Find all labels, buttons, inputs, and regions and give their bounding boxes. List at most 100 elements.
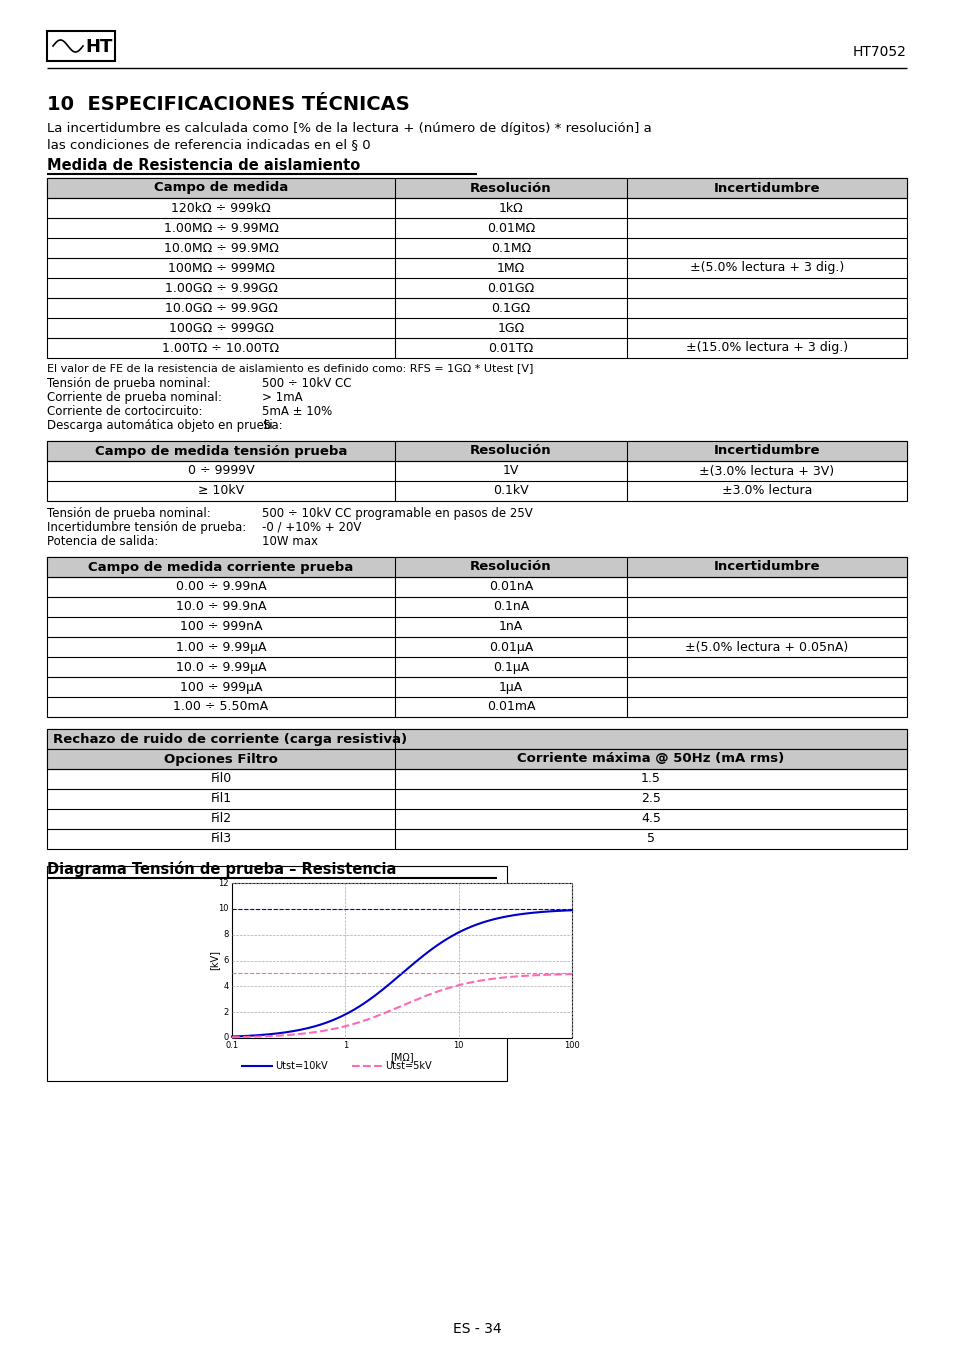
Text: Campo de medida corriente prueba: Campo de medida corriente prueba: [89, 560, 354, 574]
Text: 500 ÷ 10kV CC programable en pasos de 25V: 500 ÷ 10kV CC programable en pasos de 25…: [262, 508, 532, 520]
Text: Campo de medida tensión prueba: Campo de medida tensión prueba: [94, 444, 347, 458]
Text: 500 ÷ 10kV CC: 500 ÷ 10kV CC: [262, 377, 351, 390]
Text: Corriente de cortocircuito:: Corriente de cortocircuito:: [47, 405, 202, 418]
Text: ±(3.0% lectura + 3V): ±(3.0% lectura + 3V): [699, 464, 834, 478]
Text: 0.01nA: 0.01nA: [488, 580, 533, 594]
Text: La incertidumbre es calculada como [% de la lectura + (número de dígitos) * reso: La incertidumbre es calculada como [% de…: [47, 122, 651, 135]
Text: Utst=5kV: Utst=5kV: [385, 1061, 431, 1071]
Text: 1MΩ: 1MΩ: [497, 262, 524, 274]
Text: 1nA: 1nA: [498, 621, 522, 633]
Text: 10W max: 10W max: [262, 535, 317, 548]
Text: Opciones Filtro: Opciones Filtro: [164, 752, 277, 765]
Bar: [47, 558, 906, 576]
Text: El valor de FE de la resistencia de aislamiento es definido como: RFS = 1GΩ * Ut: El valor de FE de la resistencia de aisl…: [47, 363, 533, 373]
Text: Resolución: Resolución: [470, 560, 551, 574]
Text: [kV]: [kV]: [209, 950, 219, 971]
Text: 5: 5: [646, 833, 655, 845]
Text: Fil3: Fil3: [211, 833, 232, 845]
Text: Fil2: Fil2: [211, 813, 232, 825]
Text: 8: 8: [223, 930, 229, 940]
Text: 0.1MΩ: 0.1MΩ: [491, 242, 531, 255]
Text: Si: Si: [262, 418, 273, 432]
Bar: [47, 441, 906, 460]
Text: 0.1GΩ: 0.1GΩ: [491, 301, 530, 315]
Text: 1.00 ÷ 5.50mA: 1.00 ÷ 5.50mA: [173, 701, 269, 714]
Bar: [47, 31, 115, 61]
Text: 1: 1: [342, 1041, 348, 1050]
Text: Descarga automática objeto en prueba:: Descarga automática objeto en prueba:: [47, 418, 282, 432]
Text: 1GΩ: 1GΩ: [497, 321, 524, 335]
Text: 0.00 ÷ 9.99nA: 0.00 ÷ 9.99nA: [175, 580, 266, 594]
Text: 5mA ± 10%: 5mA ± 10%: [262, 405, 332, 418]
Text: Rechazo de ruido de corriente (carga resistiva): Rechazo de ruido de corriente (carga res…: [53, 733, 407, 745]
Text: 0.01MΩ: 0.01MΩ: [486, 221, 535, 235]
Text: 100 ÷ 999nA: 100 ÷ 999nA: [179, 621, 262, 633]
Text: 10.0 ÷ 9.99μA: 10.0 ÷ 9.99μA: [175, 660, 266, 674]
Text: 0.01GΩ: 0.01GΩ: [487, 282, 534, 294]
Text: 1V: 1V: [502, 464, 518, 478]
Text: Incertidumbre: Incertidumbre: [713, 181, 820, 194]
Text: HT7052: HT7052: [852, 45, 906, 59]
Text: 2.5: 2.5: [640, 792, 660, 806]
Text: 0.01mA: 0.01mA: [486, 701, 535, 714]
Text: 1.00MΩ ÷ 9.99MΩ: 1.00MΩ ÷ 9.99MΩ: [163, 221, 278, 235]
Bar: [47, 729, 906, 749]
Text: Incertidumbre: Incertidumbre: [713, 444, 820, 458]
Text: 1.00 ÷ 9.99μA: 1.00 ÷ 9.99μA: [175, 640, 266, 653]
Text: Corriente máxima @ 50Hz (mA rms): Corriente máxima @ 50Hz (mA rms): [517, 752, 783, 765]
Bar: [232, 883, 572, 1038]
Text: Fil1: Fil1: [211, 792, 232, 806]
Text: ±3.0% lectura: ±3.0% lectura: [721, 485, 811, 498]
Bar: [47, 749, 906, 770]
Text: Utst=10kV: Utst=10kV: [274, 1061, 327, 1071]
Bar: [47, 178, 906, 358]
Text: 1μA: 1μA: [498, 680, 522, 694]
Text: 1.5: 1.5: [640, 772, 660, 786]
Text: ES - 34: ES - 34: [453, 1322, 500, 1336]
Text: 10.0GΩ ÷ 99.9GΩ: 10.0GΩ ÷ 99.9GΩ: [164, 301, 277, 315]
Bar: [47, 558, 906, 717]
Text: 12: 12: [218, 879, 229, 887]
Text: HT: HT: [85, 38, 112, 55]
Text: las condiciones de referencia indicadas en el § 0: las condiciones de referencia indicadas …: [47, 138, 370, 151]
Text: 100MΩ ÷ 999MΩ: 100MΩ ÷ 999MΩ: [168, 262, 274, 274]
Text: 10  ESPECIFICACIONES TÉCNICAS: 10 ESPECIFICACIONES TÉCNICAS: [47, 95, 410, 113]
Text: -0 / +10% + 20V: -0 / +10% + 20V: [262, 521, 361, 535]
Text: Fil0: Fil0: [211, 772, 232, 786]
Text: Incertidumbre tensión de prueba:: Incertidumbre tensión de prueba:: [47, 521, 246, 535]
Text: 100 ÷ 999μA: 100 ÷ 999μA: [179, 680, 262, 694]
Text: Resolución: Resolución: [470, 181, 551, 194]
Text: 10.0MΩ ÷ 99.9MΩ: 10.0MΩ ÷ 99.9MΩ: [163, 242, 278, 255]
Text: 10: 10: [453, 1041, 463, 1050]
Text: Tensión de prueba nominal:: Tensión de prueba nominal:: [47, 377, 211, 390]
Text: ±(5.0% lectura + 3 dig.): ±(5.0% lectura + 3 dig.): [689, 262, 843, 274]
Text: 0.1: 0.1: [225, 1041, 238, 1050]
Text: Tensión de prueba nominal:: Tensión de prueba nominal:: [47, 508, 211, 520]
Text: 0: 0: [224, 1034, 229, 1042]
Text: Medida de Resistencia de aislamiento: Medida de Resistencia de aislamiento: [47, 158, 360, 173]
Text: 0.01TΩ: 0.01TΩ: [488, 342, 533, 355]
Text: 0.1μA: 0.1μA: [493, 660, 529, 674]
Text: 4: 4: [224, 981, 229, 991]
Text: 4.5: 4.5: [640, 813, 660, 825]
Text: Potencia de salida:: Potencia de salida:: [47, 535, 158, 548]
Bar: [47, 865, 506, 1081]
Text: 10: 10: [218, 904, 229, 914]
Text: 0.1nA: 0.1nA: [493, 601, 529, 613]
Bar: [47, 729, 906, 849]
Text: Corriente de prueba nominal:: Corriente de prueba nominal:: [47, 392, 222, 404]
Text: > 1mA: > 1mA: [262, 392, 302, 404]
Text: ≥ 10kV: ≥ 10kV: [197, 485, 244, 498]
Text: 120kΩ ÷ 999kΩ: 120kΩ ÷ 999kΩ: [171, 201, 271, 215]
Text: 0.1kV: 0.1kV: [493, 485, 528, 498]
Text: 100: 100: [563, 1041, 579, 1050]
Text: 1.00TΩ ÷ 10.00TΩ: 1.00TΩ ÷ 10.00TΩ: [162, 342, 279, 355]
Text: Campo de medida: Campo de medida: [153, 181, 288, 194]
Text: ±(15.0% lectura + 3 dig.): ±(15.0% lectura + 3 dig.): [685, 342, 847, 355]
Bar: [47, 441, 906, 501]
Text: 6: 6: [223, 956, 229, 965]
Text: Incertidumbre: Incertidumbre: [713, 560, 820, 574]
Text: Resolución: Resolución: [470, 444, 551, 458]
Text: Diagrama Tensión de prueba – Resistencia: Diagrama Tensión de prueba – Resistencia: [47, 861, 395, 878]
Text: 2: 2: [224, 1007, 229, 1017]
